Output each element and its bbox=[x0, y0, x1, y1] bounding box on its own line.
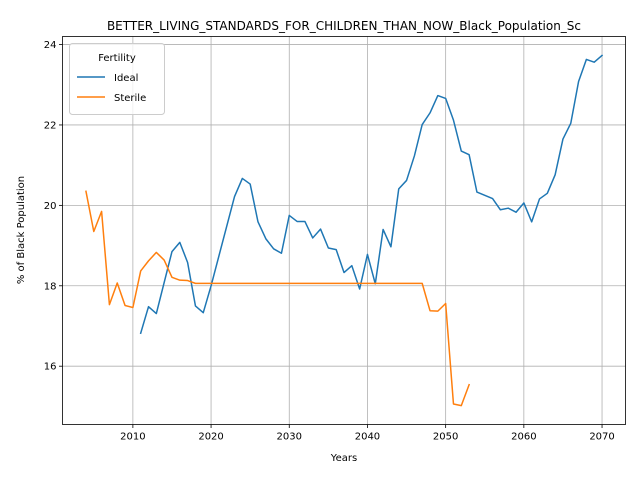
x-tick-label: 2030 bbox=[277, 432, 302, 443]
y-tick-label: 22 bbox=[44, 120, 57, 131]
y-tick-label: 18 bbox=[44, 281, 57, 292]
series-line-ideal bbox=[139, 54, 604, 335]
legend-title: Fertility bbox=[98, 53, 136, 64]
plot-frame bbox=[62, 36, 626, 425]
series-lines bbox=[85, 54, 604, 407]
legend: Fertility Ideal Sterile bbox=[69, 43, 165, 115]
grid-lines bbox=[62, 36, 626, 425]
legend-label-sterile: Sterile bbox=[114, 93, 146, 104]
x-tick-label: 2060 bbox=[511, 432, 536, 443]
x-axis-ticks: 2010 2020 2030 2040 2050 2060 2070 bbox=[120, 424, 615, 443]
y-axis-label: % of Black Population bbox=[16, 176, 27, 284]
chart-title: BETTER_LIVING_STANDARDS_FOR_CHILDREN_THA… bbox=[107, 19, 581, 33]
x-tick-label: 2020 bbox=[198, 432, 223, 443]
legend-label-ideal: Ideal bbox=[114, 73, 138, 84]
x-tick-label: 2070 bbox=[589, 432, 614, 443]
x-tick-label: 2050 bbox=[433, 432, 458, 443]
x-tick-label: 2040 bbox=[355, 432, 380, 443]
y-tick-label: 16 bbox=[44, 362, 57, 373]
y-tick-label: 24 bbox=[44, 40, 57, 51]
x-tick-label: 2010 bbox=[120, 432, 145, 443]
y-axis-ticks: 16 18 20 22 24 bbox=[44, 40, 63, 373]
x-axis-label: Years bbox=[330, 453, 357, 464]
y-tick-label: 20 bbox=[44, 201, 57, 212]
series-line-sterile bbox=[85, 190, 471, 407]
